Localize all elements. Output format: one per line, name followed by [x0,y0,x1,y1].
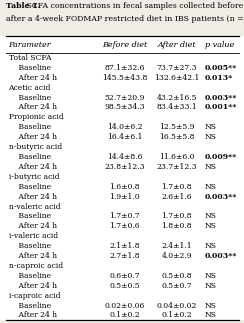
Text: 0.003**: 0.003** [205,252,237,260]
Text: 16.5±5.8: 16.5±5.8 [159,133,195,141]
Text: 4.0±2.9: 4.0±2.9 [162,252,192,260]
Text: 1.7±0.6: 1.7±0.6 [109,222,140,230]
Text: p value: p value [205,41,234,48]
Text: 132.6±42.1: 132.6±42.1 [154,74,200,82]
Text: Total SCFA: Total SCFA [9,54,51,62]
Text: NS: NS [205,272,217,280]
Text: Baseline: Baseline [9,302,51,309]
Text: 52.7±20.9: 52.7±20.9 [104,94,145,101]
Text: i-valeric acid: i-valeric acid [9,232,58,240]
Text: Table 1.: Table 1. [6,2,41,10]
Text: 12.5±5.9: 12.5±5.9 [159,123,195,131]
Text: 0.013*: 0.013* [205,74,233,82]
Text: 0.1±0.2: 0.1±0.2 [109,311,140,319]
Text: After 24 h: After 24 h [9,74,57,82]
Text: 0.005**: 0.005** [205,64,237,72]
Text: After 24 h: After 24 h [9,193,57,201]
Bar [0,0,244,36]
Text: 43.2±16.5: 43.2±16.5 [157,94,197,101]
Text: Baseline: Baseline [9,94,51,101]
Text: 98.5±34.3: 98.5±34.3 [104,103,145,111]
Text: NS: NS [205,183,217,191]
Text: NS: NS [205,242,217,250]
Text: 0.04±0.02: 0.04±0.02 [157,302,197,309]
Text: 0.5±0.5: 0.5±0.5 [109,282,140,290]
Text: 73.7±27.3: 73.7±27.3 [157,64,197,72]
Text: Baseline: Baseline [9,213,51,220]
Text: Before diet: Before diet [102,41,147,48]
Text: 0.5±0.8: 0.5±0.8 [162,272,192,280]
Text: 23.8±12.3: 23.8±12.3 [104,163,145,171]
Text: After 24 h: After 24 h [9,311,57,319]
Text: 0.6±0.7: 0.6±0.7 [109,272,140,280]
Text: 1.9±1.0: 1.9±1.0 [109,193,140,201]
Text: 0.003**: 0.003** [205,94,237,101]
Text: 1.7±0.7: 1.7±0.7 [109,213,140,220]
Text: 1.7±0.8: 1.7±0.8 [162,213,192,220]
Text: 14.4±8.6: 14.4±8.6 [107,153,142,161]
Text: i-caproic acid: i-caproic acid [9,292,60,300]
Text: Propionic acid: Propionic acid [9,113,63,121]
Text: 87.1±32.6: 87.1±32.6 [104,64,145,72]
Text: 11.6±6.0: 11.6±6.0 [159,153,195,161]
Text: Baseline: Baseline [9,183,51,191]
Text: 23.7±12.3: 23.7±12.3 [157,163,197,171]
Text: Baseline: Baseline [9,123,51,131]
Text: 83.4±33.1: 83.4±33.1 [156,103,197,111]
Text: 1.7±0.8: 1.7±0.8 [162,183,192,191]
Text: After 24 h: After 24 h [9,133,57,141]
Text: NS: NS [205,213,217,220]
Bar [0,36,244,320]
Text: After 24 h: After 24 h [9,282,57,290]
Text: Baseline: Baseline [9,64,51,72]
Text: 0.003**: 0.003** [205,193,237,201]
Text: NS: NS [205,123,217,131]
Text: NS: NS [205,302,217,309]
Text: Baseline: Baseline [9,272,51,280]
Text: 145.5±43.8: 145.5±43.8 [102,74,147,82]
Text: 0.02±0.06: 0.02±0.06 [104,302,145,309]
Text: 16.4±6.1: 16.4±6.1 [107,133,142,141]
Text: NS: NS [205,311,217,319]
Text: after a 4-week FODMAP restricted diet in IBS patients (n = 63): after a 4-week FODMAP restricted diet in… [6,15,244,23]
Text: i-butyric acid: i-butyric acid [9,173,59,181]
Text: After 24 h: After 24 h [9,222,57,230]
Text: After 24 h: After 24 h [9,163,57,171]
Text: Parameter: Parameter [9,41,51,48]
Text: 2.7±1.8: 2.7±1.8 [109,252,140,260]
Text: After diet: After diet [158,41,196,48]
Text: 1.6±0.8: 1.6±0.8 [109,183,140,191]
Text: Acetic acid: Acetic acid [9,84,51,92]
Text: 2.1±1.8: 2.1±1.8 [109,242,140,250]
Text: NS: NS [205,133,217,141]
Text: SCFA concentrations in fecal samples collected before and: SCFA concentrations in fecal samples col… [24,2,244,10]
Text: 14.0±6.2: 14.0±6.2 [107,123,142,131]
Text: n-valeric acid: n-valeric acid [9,203,60,211]
Text: 0.5±0.7: 0.5±0.7 [162,282,192,290]
Text: 0.001**: 0.001** [205,103,237,111]
Text: 2.4±1.1: 2.4±1.1 [162,242,192,250]
Text: NS: NS [205,222,217,230]
Text: Baseline: Baseline [9,153,51,161]
Text: After 24 h: After 24 h [9,103,57,111]
Text: 0.009**: 0.009** [205,153,237,161]
Text: NS: NS [205,163,217,171]
Text: n-butyric acid: n-butyric acid [9,143,62,151]
Text: NS: NS [205,282,217,290]
Text: 2.6±1.6: 2.6±1.6 [162,193,192,201]
Text: n-caproic acid: n-caproic acid [9,262,63,270]
Text: 0.1±0.2: 0.1±0.2 [162,311,192,319]
Text: 1.8±0.8: 1.8±0.8 [162,222,192,230]
Text: Baseline: Baseline [9,242,51,250]
Text: After 24 h: After 24 h [9,252,57,260]
